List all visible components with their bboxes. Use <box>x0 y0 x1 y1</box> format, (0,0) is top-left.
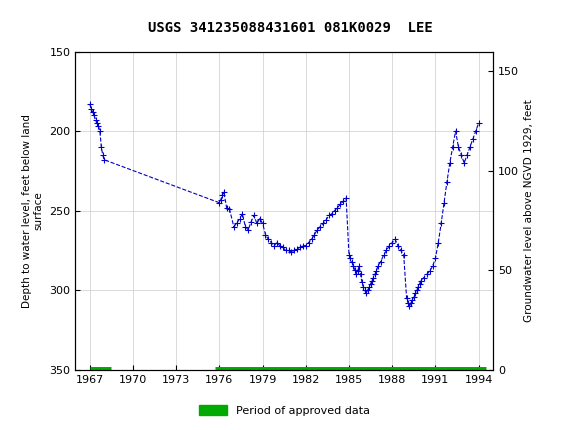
Text: ≡USGS: ≡USGS <box>6 8 60 26</box>
Y-axis label: Groundwater level above NGVD 1929, feet: Groundwater level above NGVD 1929, feet <box>524 99 534 322</box>
Text: USGS 341235088431601 081K0029  LEE: USGS 341235088431601 081K0029 LEE <box>148 21 432 35</box>
Y-axis label: Depth to water level, feet below land
surface: Depth to water level, feet below land su… <box>22 114 44 307</box>
Legend: Period of approved data: Period of approved data <box>194 401 374 421</box>
